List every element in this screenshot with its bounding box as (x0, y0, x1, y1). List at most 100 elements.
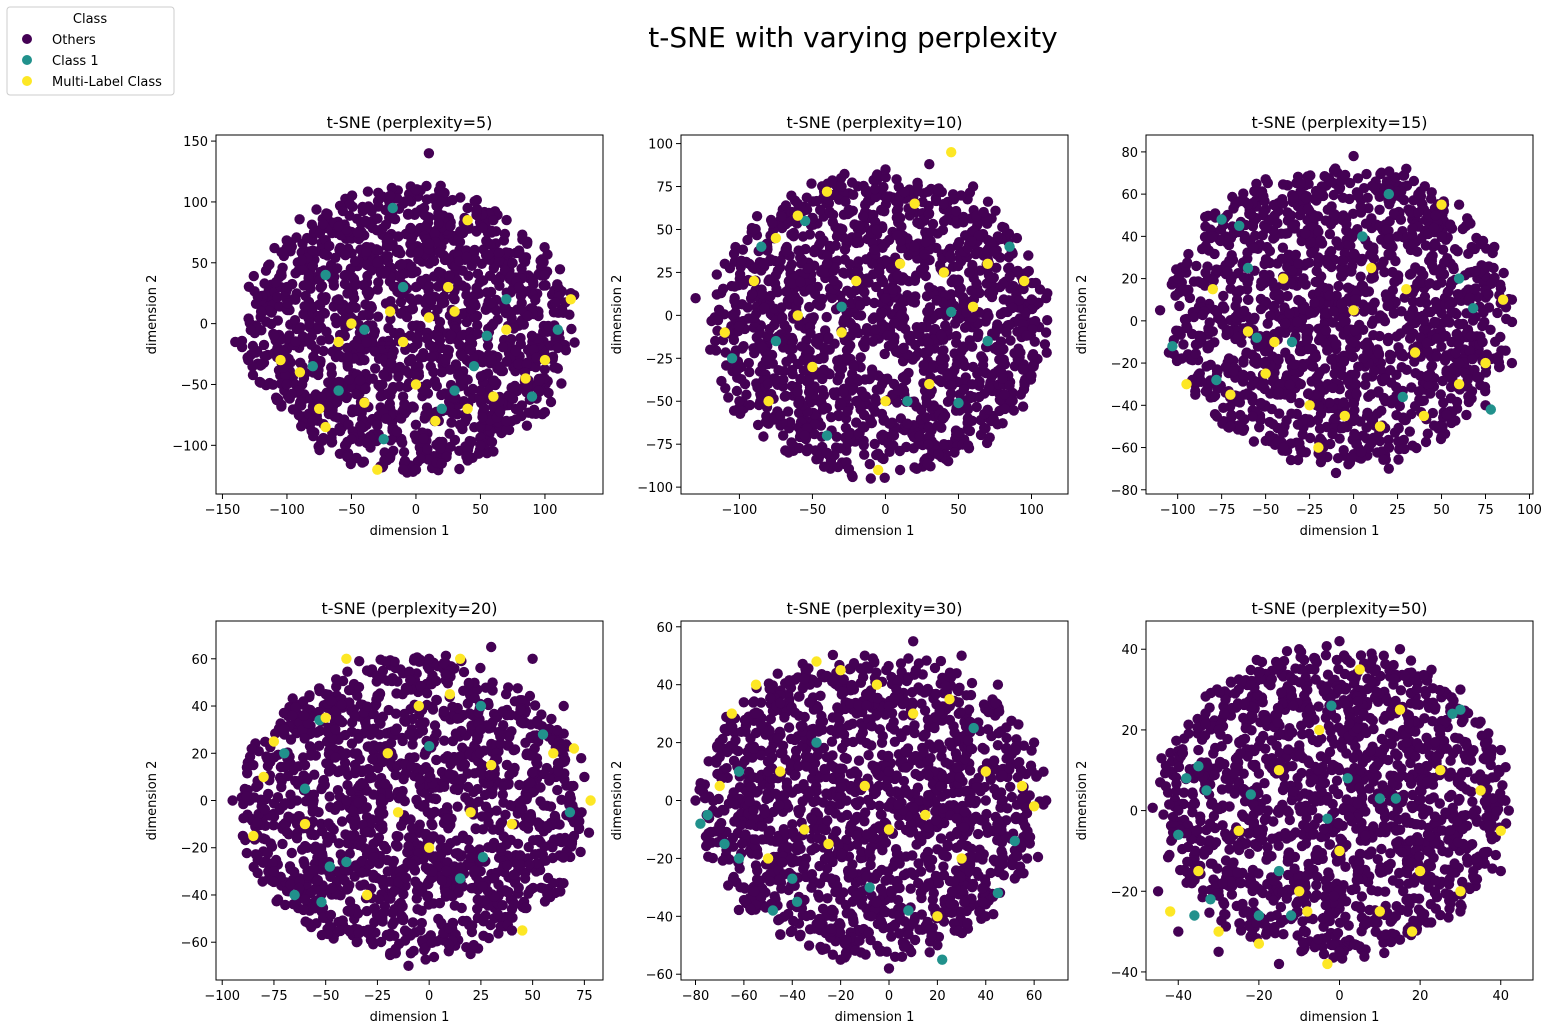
point-others (821, 447, 833, 458)
point-others-cloud (386, 385, 398, 396)
point-others-cloud (746, 289, 758, 300)
point-multi-label-class (938, 267, 950, 278)
point-others-cloud (991, 262, 1002, 273)
point-others-cloud (839, 268, 850, 279)
point-multi-label-class (1401, 284, 1412, 295)
point-others (410, 184, 422, 195)
point-multi-label-class (982, 258, 993, 269)
point-others-cloud (486, 227, 497, 238)
point-others-cloud (815, 204, 826, 216)
point-others-cloud (1466, 241, 1477, 253)
point-others-cloud (361, 246, 372, 257)
point-others-cloud (1004, 380, 1015, 391)
point-others-cloud (992, 231, 1004, 242)
point-others-cloud (405, 355, 417, 366)
point-others (359, 354, 370, 366)
point-others-cloud (434, 247, 445, 258)
point-others-cloud (817, 293, 828, 305)
point-others-cloud (845, 340, 856, 351)
point-others-cloud (522, 381, 533, 392)
point-others-cloud (1347, 229, 1358, 240)
y-tick-label: −20 (1111, 357, 1138, 372)
point-others-cloud (778, 374, 789, 385)
point-others-cloud (1197, 243, 1208, 255)
point-others-cloud (839, 244, 851, 255)
point-others-cloud (742, 234, 753, 246)
point-others-cloud (921, 412, 932, 423)
point-others-cloud (1404, 310, 1415, 321)
point-others-cloud (296, 400, 307, 411)
point-others-cloud (863, 277, 874, 288)
point-others-cloud (1026, 294, 1037, 305)
point-others-cloud (259, 278, 270, 289)
point-others-cloud (866, 417, 878, 429)
point-others-cloud (1427, 407, 1439, 419)
point-others-cloud (1234, 285, 1246, 296)
point-others-cloud (781, 244, 792, 255)
point-others-cloud (923, 200, 934, 212)
point-others-cloud (1287, 221, 1298, 232)
x-tick-label: 0 (412, 503, 420, 518)
x-tick-label: 0 (881, 503, 889, 518)
point-others-cloud (436, 389, 447, 401)
point-others-cloud (918, 360, 929, 371)
point-others-cloud (530, 294, 541, 306)
point-others-cloud (1281, 370, 1293, 381)
point-others (1383, 463, 1395, 474)
point-others-cloud (340, 269, 351, 281)
point-others-cloud (1467, 315, 1479, 326)
point-others-cloud (820, 402, 831, 414)
point-others-cloud (903, 330, 914, 342)
point-others-cloud (870, 191, 881, 203)
point-others-cloud (1238, 272, 1250, 283)
point-others-cloud (797, 231, 809, 242)
point-others-cloud (1424, 278, 1436, 289)
point-others-cloud (443, 253, 454, 264)
point-others-cloud (861, 254, 872, 265)
point-others-cloud (1196, 277, 1207, 289)
point-others-cloud (472, 320, 483, 331)
point-others-cloud (964, 425, 976, 437)
point-others-cloud (1248, 243, 1259, 254)
point-others-cloud (1286, 265, 1298, 276)
point-others-cloud (1405, 207, 1416, 218)
point-others-cloud (990, 205, 1001, 216)
point-others-cloud (1028, 349, 1039, 360)
point-others-cloud (1461, 409, 1472, 421)
point-others-cloud (1282, 290, 1293, 302)
point-others-cloud (869, 297, 880, 309)
point-others-cloud (953, 260, 964, 272)
point-others-cloud (493, 247, 505, 258)
x-tick-label: −50 (1252, 503, 1279, 518)
point-class-1 (552, 324, 563, 335)
point-others-cloud (486, 436, 498, 448)
point-others-cloud (853, 256, 864, 267)
y-tick-label: −50 (181, 378, 208, 393)
x-tick-label: 100 (1517, 503, 1542, 518)
point-multi-label-class (565, 294, 576, 305)
point-others-cloud (941, 214, 952, 226)
point-others-cloud (780, 390, 792, 402)
point-others-cloud (891, 230, 903, 241)
point-others (1453, 199, 1465, 210)
point-others-cloud (304, 334, 315, 345)
point-others-cloud (881, 191, 892, 202)
point-multi-label-class (488, 391, 499, 402)
point-others-cloud (289, 315, 301, 326)
point-others (778, 430, 789, 441)
point-others-cloud (999, 222, 1010, 233)
point-others-cloud (1303, 388, 1314, 399)
point-others-cloud (727, 310, 738, 321)
point-others-cloud (777, 312, 788, 323)
y-tick-label: 75 (656, 181, 673, 196)
point-others-cloud (362, 186, 374, 197)
point-others-cloud (445, 364, 456, 375)
point-others-cloud (1362, 407, 1373, 418)
point-others-cloud (393, 371, 404, 382)
y-tick-label: −50 (646, 395, 673, 410)
point-others-cloud (896, 309, 907, 320)
point-others-cloud (843, 204, 854, 215)
point-others (1489, 241, 1500, 253)
point-others-cloud (1196, 333, 1207, 344)
point-others-cloud (317, 435, 328, 446)
